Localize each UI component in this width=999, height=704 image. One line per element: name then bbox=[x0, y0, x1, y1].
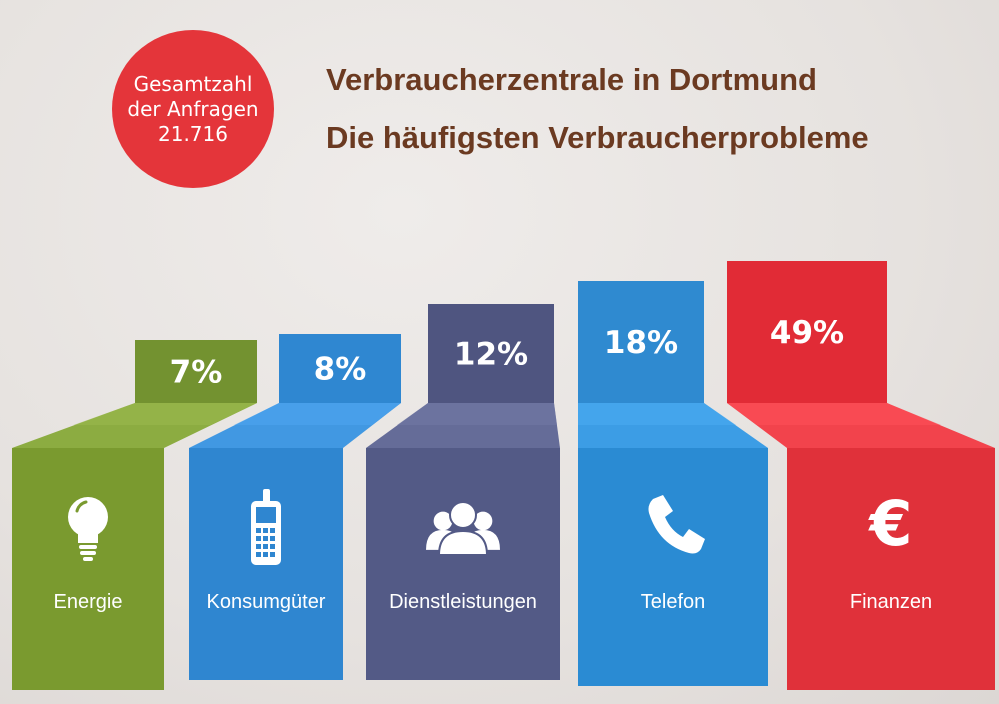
bar-slope-highlight bbox=[578, 403, 736, 425]
bar-tab bbox=[578, 281, 704, 403]
bar-telefon: 18% Telefon bbox=[578, 281, 768, 686]
bar-tab bbox=[135, 340, 257, 403]
svg-text:€: € bbox=[867, 487, 912, 560]
badge-total: 21.716 bbox=[158, 121, 228, 146]
value-label-finanzen: 49% bbox=[770, 315, 844, 351]
bar-body bbox=[578, 448, 768, 686]
bar-finanzen: 49% € Finanzen bbox=[727, 261, 995, 690]
badge-line-1: Gesamtzahl bbox=[133, 71, 253, 96]
lightbulb-icon bbox=[68, 497, 108, 561]
value-label-energie: 7% bbox=[170, 355, 223, 391]
bar-body bbox=[787, 448, 995, 690]
category-label-dienstleistungen: Dienstleistungen bbox=[389, 591, 537, 613]
bar-slope-highlight bbox=[234, 403, 401, 425]
category-label-telefon: Telefon bbox=[641, 591, 706, 613]
category-label-energie: Energie bbox=[54, 591, 123, 613]
euro-icon: € bbox=[867, 487, 912, 560]
category-label-finanzen: Finanzen bbox=[850, 591, 932, 613]
bar-tab bbox=[279, 334, 401, 403]
bar-body bbox=[12, 448, 164, 690]
page-subtitle: Die häufigsten Verbraucherprobleme bbox=[326, 120, 869, 155]
bar-tab bbox=[727, 261, 887, 403]
telephone-icon bbox=[648, 495, 705, 554]
bar-slope-highlight bbox=[397, 403, 557, 425]
bar-konsumgüter: 8% Konsumgüter bbox=[189, 334, 401, 680]
bar-slope-highlight bbox=[727, 403, 941, 425]
value-label-konsumgüter: 8% bbox=[314, 352, 367, 388]
bar-body bbox=[366, 448, 560, 680]
category-label-konsumgüter: Konsumgüter bbox=[207, 591, 326, 613]
page-title: Verbraucherzentrale in Dortmund bbox=[326, 62, 817, 97]
people-icon bbox=[426, 501, 500, 556]
bar-dienstleistungen: 12% Dienstleistungen bbox=[366, 304, 560, 680]
mobile-phone-icon bbox=[251, 489, 281, 565]
value-label-telefon: 18% bbox=[604, 325, 678, 361]
bar-slope-highlight bbox=[73, 403, 257, 425]
total-requests-badge: Gesamtzahl der Anfragen 21.716 bbox=[112, 30, 274, 188]
value-label-dienstleistungen: 12% bbox=[454, 337, 528, 373]
bar-tab bbox=[428, 304, 554, 403]
badge-line-2: der Anfragen bbox=[127, 96, 259, 121]
bar-energie: 7% Energie bbox=[12, 340, 257, 690]
